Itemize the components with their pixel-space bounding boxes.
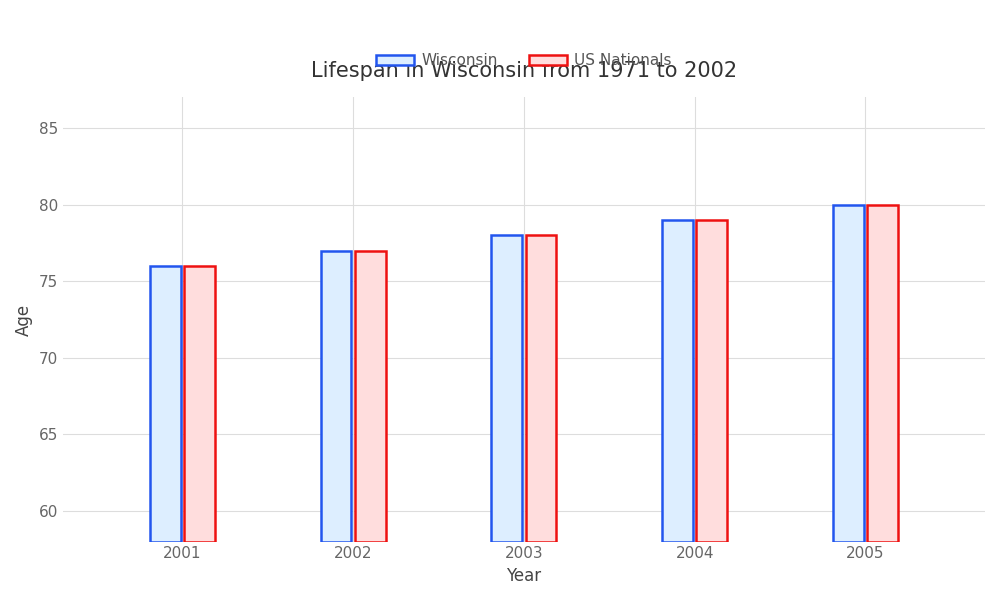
Bar bbox=[526, 235, 556, 542]
Bar bbox=[662, 220, 693, 542]
Bar bbox=[491, 235, 522, 542]
Bar bbox=[833, 205, 864, 542]
Bar bbox=[696, 220, 727, 542]
Bar bbox=[867, 205, 898, 542]
Title: Lifespan in Wisconsin from 1971 to 2002: Lifespan in Wisconsin from 1971 to 2002 bbox=[311, 61, 737, 80]
Legend: Wisconsin, US Nationals: Wisconsin, US Nationals bbox=[370, 47, 678, 74]
Y-axis label: Age: Age bbox=[15, 304, 33, 335]
Bar bbox=[355, 251, 386, 542]
X-axis label: Year: Year bbox=[506, 567, 541, 585]
Bar bbox=[150, 266, 181, 542]
Bar bbox=[184, 266, 215, 542]
Bar bbox=[321, 251, 351, 542]
